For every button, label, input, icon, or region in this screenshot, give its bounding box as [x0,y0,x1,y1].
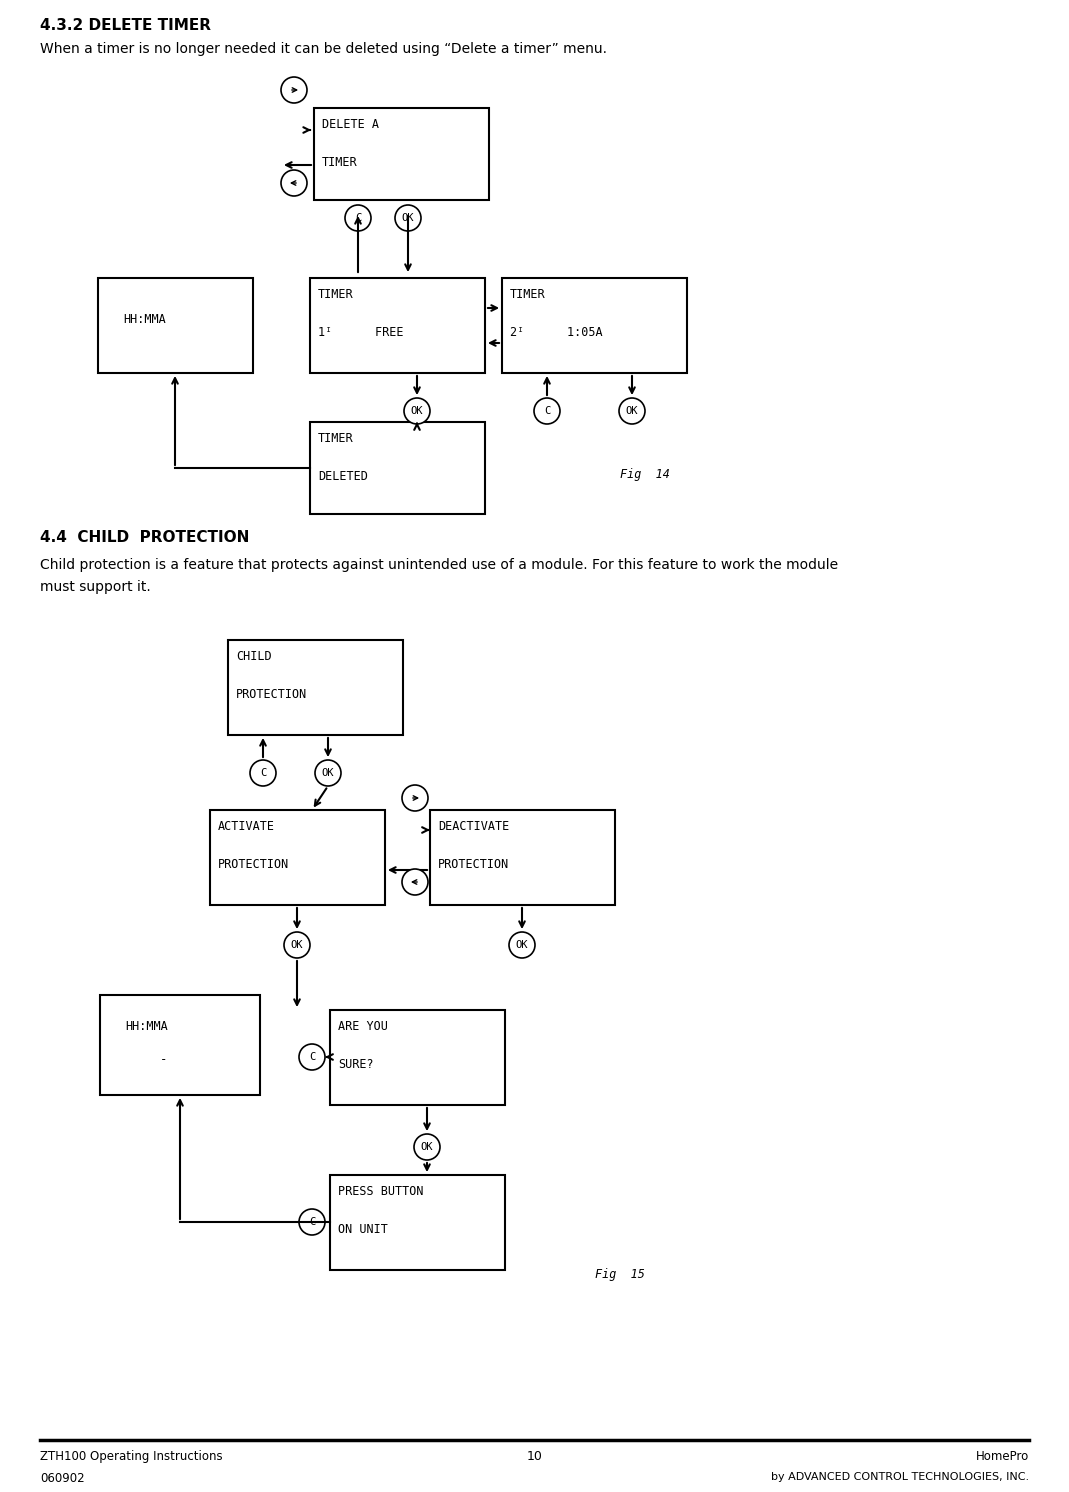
Circle shape [402,785,428,812]
Bar [502,278,687,373]
Circle shape [404,398,430,424]
Text: OK: OK [291,940,304,950]
Text: When a timer is no longer needed it can be deleted using “Delete a timer” menu.: When a timer is no longer needed it can … [40,42,607,57]
Text: Fig  15: Fig 15 [595,1268,645,1282]
Text: PROTECTION: PROTECTION [438,858,509,871]
Text: PROTECTION: PROTECTION [218,858,290,871]
Text: Child protection is a feature that protects against unintended use of a module. : Child protection is a feature that prote… [40,558,838,571]
Text: HH:MMA: HH:MMA [123,313,166,325]
Text: DEACTIVATE: DEACTIVATE [438,821,509,833]
Text: OK: OK [402,213,415,222]
Text: ACTIVATE: ACTIVATE [218,821,275,833]
Circle shape [281,170,307,195]
Circle shape [299,1209,325,1235]
Circle shape [396,204,421,231]
Text: TIMER: TIMER [510,288,545,301]
Text: 4.3.2 DELETE TIMER: 4.3.2 DELETE TIMER [40,18,211,33]
Bar [330,1176,505,1270]
Text: PROTECTION: PROTECTION [236,688,307,701]
Text: C: C [309,1217,315,1226]
Text: C: C [544,406,551,416]
Bar [228,640,403,736]
Circle shape [315,759,341,786]
Text: CHILD: CHILD [236,651,272,662]
Text: C: C [309,1052,315,1062]
Text: TIMER: TIMER [322,157,358,169]
Circle shape [250,759,276,786]
Text: PRESS BUTTON: PRESS BUTTON [338,1185,423,1198]
Text: -: - [160,1053,168,1065]
Text: DELETE A: DELETE A [322,118,379,131]
Text: 10: 10 [527,1450,542,1464]
Text: DELETED: DELETED [317,470,368,483]
Text: OK: OK [421,1141,433,1152]
Text: Fig  14: Fig 14 [620,468,670,480]
Text: HomePro: HomePro [976,1450,1029,1464]
Text: SURE?: SURE? [338,1058,374,1071]
Text: OK: OK [410,406,423,416]
Text: TIMER: TIMER [317,433,354,445]
Circle shape [414,1134,440,1159]
Bar [314,107,489,200]
Text: by ADVANCED CONTROL TECHNOLOGIES, INC.: by ADVANCED CONTROL TECHNOLOGIES, INC. [771,1473,1029,1482]
Circle shape [345,204,371,231]
Circle shape [284,932,310,958]
Text: ON UNIT: ON UNIT [338,1223,388,1235]
Circle shape [281,78,307,103]
Text: must support it.: must support it. [40,580,151,594]
Text: C: C [260,768,266,777]
Bar [98,278,253,373]
Text: 4.4  CHILD  PROTECTION: 4.4 CHILD PROTECTION [40,530,249,545]
Circle shape [534,398,560,424]
Text: ZTH100 Operating Instructions: ZTH100 Operating Instructions [40,1450,222,1464]
Bar [430,810,615,906]
Bar [210,810,385,906]
Text: 060902: 060902 [40,1473,84,1485]
Circle shape [619,398,645,424]
Text: ARE YOU: ARE YOU [338,1021,388,1032]
Circle shape [402,868,428,895]
Text: 2ᴵ      1:05A: 2ᴵ 1:05A [510,325,603,339]
Bar [310,278,485,373]
Bar [310,422,485,515]
Text: OK: OK [515,940,528,950]
Text: C: C [355,213,361,222]
Text: TIMER: TIMER [317,288,354,301]
Circle shape [299,1044,325,1070]
Bar [100,995,260,1095]
Circle shape [509,932,534,958]
Text: OK: OK [625,406,638,416]
Text: 1ᴵ      FREE: 1ᴵ FREE [317,325,403,339]
Text: OK: OK [322,768,335,777]
Bar [330,1010,505,1106]
Text: HH:MMA: HH:MMA [125,1021,168,1032]
